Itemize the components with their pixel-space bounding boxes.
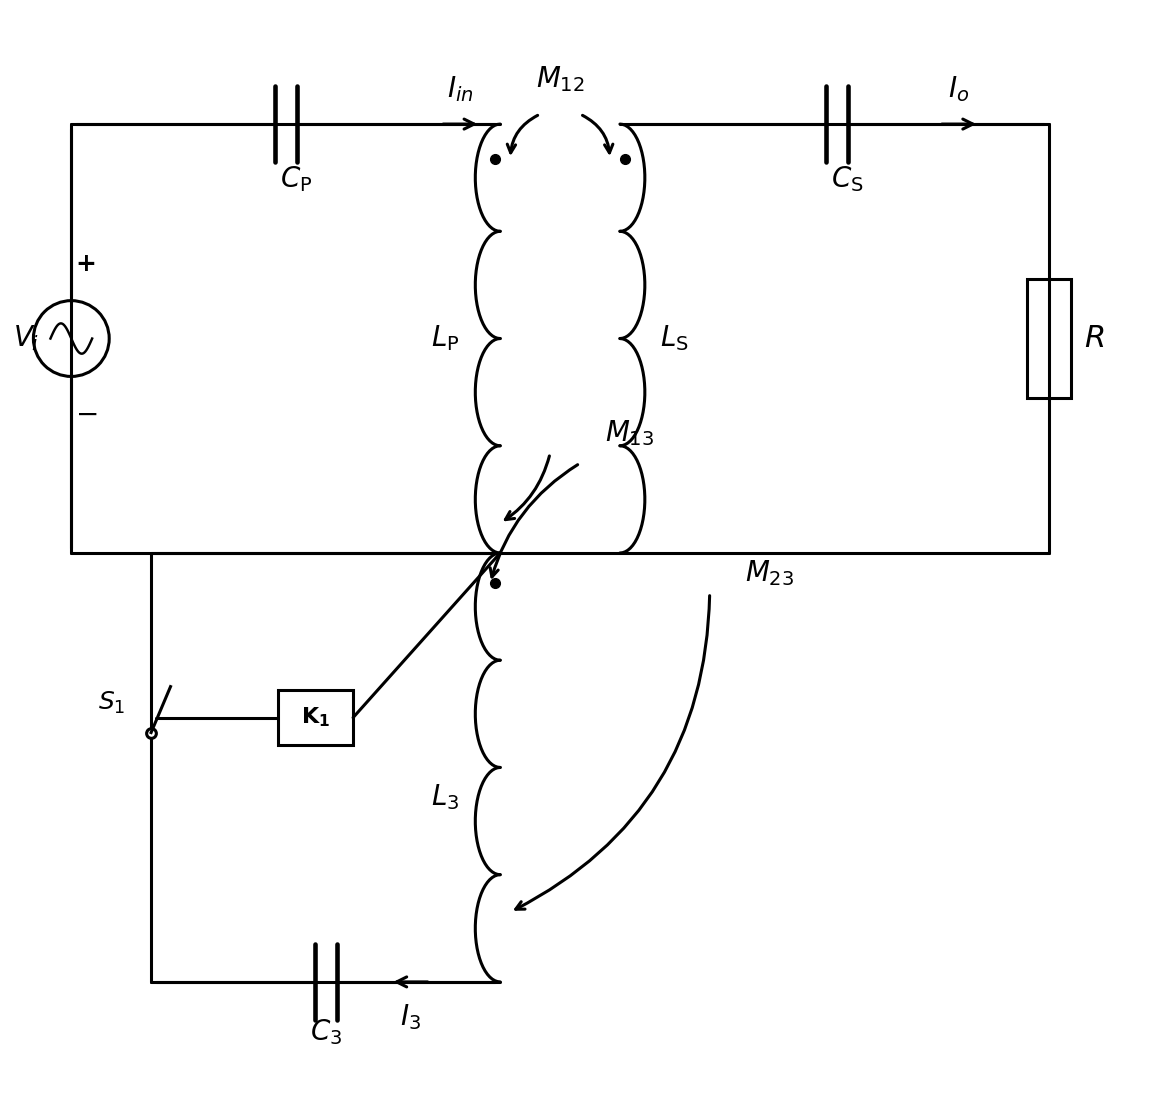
Text: $C_{\mathrm{P}}$: $C_{\mathrm{P}}$ [280,164,311,194]
Text: $S_1$: $S_1$ [98,689,125,716]
Text: $R$: $R$ [1083,324,1103,353]
Text: $I_{in}$: $I_{in}$ [446,74,474,104]
Text: $\mathbf{K_1}$: $\mathbf{K_1}$ [301,706,330,729]
Text: $M_{23}$: $M_{23}$ [745,558,794,588]
Text: +: + [76,251,96,276]
Text: $V_i$: $V_i$ [13,323,40,353]
Text: $L_{\mathrm{P}}$: $L_{\mathrm{P}}$ [431,323,459,353]
Text: $L_{\mathrm{S}}$: $L_{\mathrm{S}}$ [660,323,689,353]
FancyBboxPatch shape [1027,279,1070,398]
Text: $M_{12}$: $M_{12}$ [536,64,584,94]
Text: $M_{13}$: $M_{13}$ [605,418,654,448]
Text: $I_o$: $I_o$ [948,74,969,104]
Text: $C_3$: $C_3$ [309,1017,342,1047]
Text: $L_3$: $L_3$ [431,782,459,812]
Text: $C_{\mathrm{S}}$: $C_{\mathrm{S}}$ [831,164,864,194]
FancyBboxPatch shape [278,690,354,745]
Text: $I_3$: $I_3$ [400,1002,421,1031]
Text: $-$: $-$ [75,399,98,427]
